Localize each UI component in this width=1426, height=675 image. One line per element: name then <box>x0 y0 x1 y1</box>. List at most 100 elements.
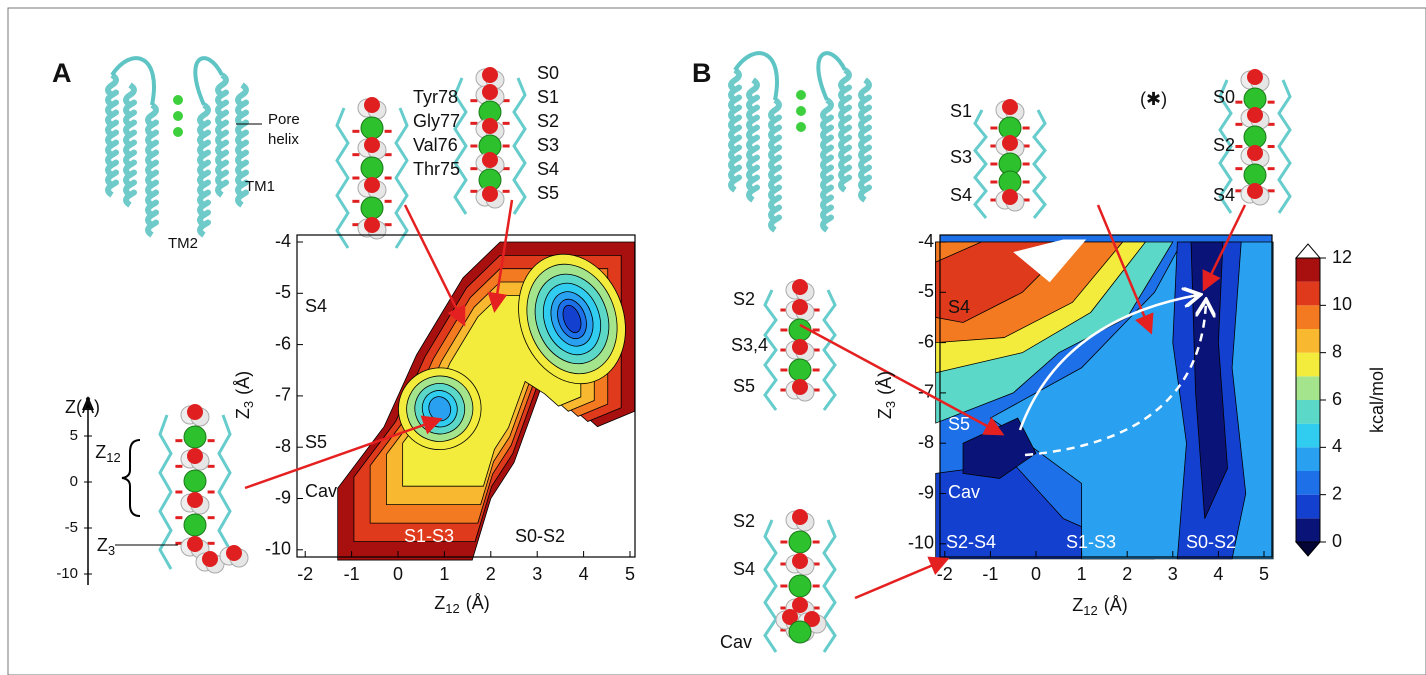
label: 2 <box>486 564 496 584</box>
water-o <box>792 509 808 525</box>
label: S1-S3 <box>404 526 454 546</box>
water-o <box>792 553 808 569</box>
helix <box>749 80 757 200</box>
label: S2 <box>1213 135 1235 155</box>
ion-sphere <box>1244 126 1266 148</box>
label: S5 <box>305 432 327 452</box>
ion-sphere <box>789 359 811 381</box>
residue-sticks <box>396 108 407 248</box>
residue-sticks <box>1279 80 1290 213</box>
label: -5 <box>65 519 78 536</box>
water-o <box>1247 69 1263 85</box>
label: 5 <box>1259 564 1269 584</box>
colorbar-band <box>1296 495 1320 519</box>
axis-label-main: Z <box>1072 595 1083 615</box>
label: S1 <box>537 87 559 107</box>
water-o <box>792 279 808 295</box>
axis-label-unit: (Å) <box>466 593 490 613</box>
label: -10 <box>56 565 78 582</box>
axis-label: Z12 <box>95 442 120 466</box>
label: Z(Å) <box>65 397 100 417</box>
label: S3 <box>537 135 559 155</box>
residue-sticks <box>765 520 776 652</box>
water-o <box>482 186 498 202</box>
axis-label-main: Z <box>97 535 108 555</box>
colorbar-band <box>1296 376 1320 400</box>
label: S4 <box>948 297 970 317</box>
water-o <box>482 67 498 83</box>
helix <box>823 100 831 230</box>
label: S0 <box>1213 87 1235 107</box>
axis-label-unit: (Å) <box>875 371 895 395</box>
axis-label-main: Z <box>875 408 895 419</box>
label: 2 <box>1122 564 1132 584</box>
colorbar-band <box>1296 518 1320 542</box>
label: S2 <box>733 289 755 309</box>
label: S4 <box>1213 185 1235 205</box>
label: S4 <box>537 159 559 179</box>
label: S4 <box>733 559 755 579</box>
label: S4 <box>950 185 972 205</box>
label: S0-S2 <box>515 526 565 546</box>
residue-sticks <box>824 290 835 410</box>
label: S1 <box>950 101 972 121</box>
axis-label-main: Z <box>434 593 445 613</box>
label: 6 <box>1332 389 1342 409</box>
ion-sphere <box>361 197 383 219</box>
label: 4 <box>579 564 589 584</box>
axis-label-sub: 3 <box>883 401 898 408</box>
label: -1 <box>982 564 998 584</box>
ion <box>796 90 806 100</box>
water-o <box>1002 135 1018 151</box>
residue-sticks <box>975 110 986 218</box>
label: 10 <box>1332 294 1352 314</box>
label: A <box>52 58 72 88</box>
label: TM1 <box>245 178 275 195</box>
helix <box>148 105 156 235</box>
water-o <box>364 97 380 113</box>
helix <box>126 85 134 205</box>
figure: 50-5-10-2-1012345-4-5-6-7-8-9-10-2-10123… <box>0 0 1426 675</box>
pointer-arrow <box>405 205 463 322</box>
axis-label-sub: 3 <box>241 401 256 408</box>
colorbar-band <box>1296 424 1320 448</box>
label: 12 <box>1332 247 1352 267</box>
label: -10 <box>265 539 291 559</box>
ion-sphere <box>184 426 206 448</box>
label: -9 <box>918 482 934 502</box>
water-o <box>187 448 203 464</box>
helix <box>108 75 116 195</box>
label: S2 <box>537 111 559 131</box>
ion <box>173 95 183 105</box>
label: 1 <box>439 564 449 584</box>
water-o <box>226 545 242 561</box>
label: 2 <box>1332 483 1342 503</box>
label: -7 <box>275 385 291 405</box>
label: S1-S3 <box>1066 532 1116 552</box>
water-o <box>1247 107 1263 123</box>
label: 0 <box>1332 531 1342 551</box>
axis-label-main: Z <box>233 408 253 419</box>
label: S3,4 <box>731 335 768 355</box>
label: 0 <box>70 473 78 490</box>
axis-label: Z3(Å) <box>233 371 257 419</box>
label: (✱) <box>1140 89 1167 109</box>
label: 5 <box>625 564 635 584</box>
label: 4 <box>1332 436 1342 456</box>
label: -2 <box>937 564 953 584</box>
label: -2 <box>297 564 313 584</box>
label: TM2 <box>168 235 198 252</box>
ion <box>796 106 806 116</box>
label: S4 <box>305 296 327 316</box>
label: 4 <box>1213 564 1223 584</box>
water-o <box>364 137 380 153</box>
label: -1 <box>344 564 360 584</box>
label: 0 <box>393 564 403 584</box>
label: -10 <box>908 533 934 553</box>
colorbar-over <box>1296 244 1320 258</box>
label: Cav <box>720 632 752 652</box>
label: S0-S2 <box>1186 532 1236 552</box>
residue-sticks <box>514 78 525 214</box>
ion-sphere <box>789 621 811 643</box>
water-o <box>792 379 808 395</box>
